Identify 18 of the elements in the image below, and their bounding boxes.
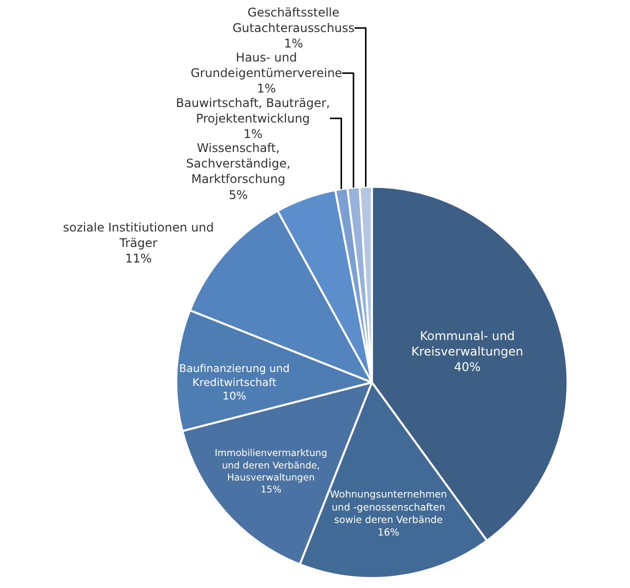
data-label: 10% [222, 390, 246, 403]
data-label: 1% [284, 36, 303, 51]
data-label: 5% [228, 188, 248, 202]
slice-label: Geschäftsstelle Gutachterausschuss [232, 5, 354, 35]
data-label: 11% [125, 252, 152, 266]
data-label: 16% [378, 528, 400, 539]
data-label: 40% [454, 360, 481, 374]
data-label: 1% [256, 82, 276, 96]
slice-label: soziale Institiutionen und Träger [63, 220, 214, 250]
slice-label: Wissenschaft, Sachverständige, Marktforschung [186, 140, 290, 186]
slice-label: Kommunal- und Kreisverwaltungen [411, 328, 524, 358]
slice-label: Haus- und Grundeigentümervereine [190, 50, 342, 80]
slice-label: Wohnungsunternehmen und -genossenschaften sowie deren Verbände [330, 490, 447, 526]
slice-label: Baufinanzierung und Kreditwirtschaft [179, 362, 290, 389]
slice-label: Bauwirtschaft, Bauträger, Projektentwicklung [176, 96, 330, 126]
data-label: 1% [243, 126, 262, 141]
slice-label: Immobilienvermarktung und deren Verbände, Hausverwaltungen [214, 448, 328, 484]
data-label: 15% [260, 484, 282, 496]
